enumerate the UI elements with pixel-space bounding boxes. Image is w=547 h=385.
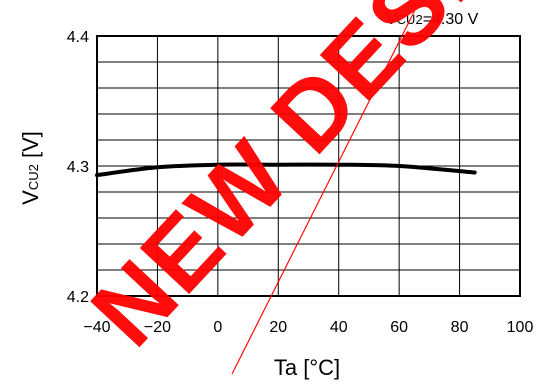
- plot-frame: [96, 35, 521, 297]
- x-tick-label: 40: [330, 319, 348, 336]
- x-tick-label: −20: [144, 319, 171, 336]
- x-tick-label: 60: [390, 319, 408, 336]
- x-tick-label: 20: [269, 319, 287, 336]
- y-tick-label: 4.4: [67, 29, 89, 46]
- x-tick-label: −40: [83, 319, 110, 336]
- y-axis-title: VCU2 [V]: [18, 131, 43, 205]
- x-tick-label: 100: [507, 319, 534, 336]
- watermark-group: NEW DESIGN: [70, 0, 547, 375]
- annotation-rest: =4.30 V: [423, 11, 479, 28]
- y-axis-title-main: V: [18, 190, 43, 205]
- x-tick-labels: −40 −20 0 20 40 60 80 100: [83, 319, 533, 336]
- y-axis-title-rest: [V]: [18, 131, 43, 164]
- watermark: NEW DESIGN: [70, 0, 547, 366]
- x-tick-label: 0: [213, 319, 222, 336]
- series-line: [95, 162, 477, 178]
- annotation-main: V: [386, 11, 397, 28]
- x-axis-title: Ta [°C]: [274, 355, 340, 380]
- watermark-stroke: [231, 3, 419, 375]
- y-tick-label: 4.3: [67, 159, 89, 176]
- y-axis-title-sub: CU2: [26, 164, 41, 190]
- y-tick-labels: 4.2 4.3 4.4: [67, 29, 89, 306]
- y-tick-label: 4.2: [67, 289, 89, 306]
- x-tick-label: 80: [451, 319, 469, 336]
- series-layer: [95, 162, 477, 178]
